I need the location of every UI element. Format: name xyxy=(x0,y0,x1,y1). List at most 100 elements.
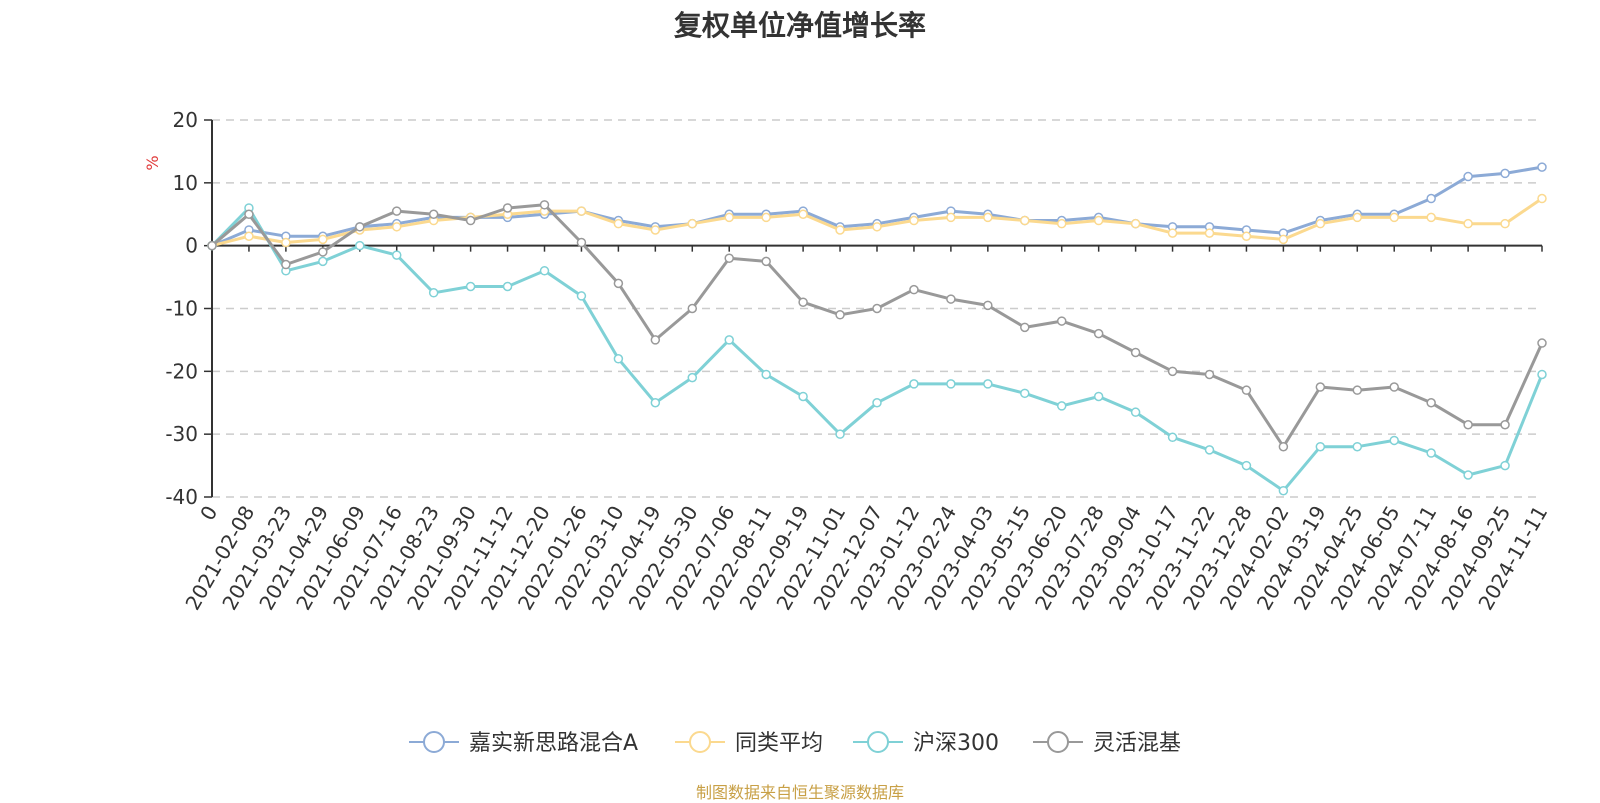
data-point xyxy=(1463,218,1473,229)
data-point xyxy=(502,203,513,213)
data-point xyxy=(687,372,698,383)
data-point xyxy=(1130,347,1141,358)
data-point xyxy=(428,288,439,298)
data-point xyxy=(872,398,882,408)
data-point xyxy=(650,335,661,345)
data-point xyxy=(1389,382,1399,392)
data-point xyxy=(539,266,550,276)
data-point xyxy=(1278,485,1289,496)
data-point xyxy=(1500,218,1510,229)
legend-label: 灵活混基 xyxy=(1093,731,1181,756)
data-point xyxy=(687,303,698,314)
legend-marker xyxy=(689,731,711,753)
data-point xyxy=(1241,231,1252,241)
data-point xyxy=(1278,234,1289,245)
data-point xyxy=(576,206,587,216)
data-point xyxy=(872,303,882,314)
data-point xyxy=(502,281,513,292)
legend-label: 嘉实新思路混合A xyxy=(469,731,638,756)
data-point xyxy=(983,212,993,223)
x-tick-label: 0 xyxy=(195,502,222,525)
series-lines xyxy=(207,162,1547,496)
data-point xyxy=(650,398,661,408)
series-line xyxy=(210,165,1544,248)
data-point xyxy=(281,259,291,270)
series-line xyxy=(210,203,1544,449)
data-point xyxy=(1056,218,1067,229)
data-point xyxy=(1463,470,1473,480)
data-point xyxy=(761,369,771,380)
data-point xyxy=(1167,432,1178,443)
data-point xyxy=(909,215,919,226)
y-tick-label: 10 xyxy=(173,171,198,195)
data-point xyxy=(1463,419,1473,430)
data-point xyxy=(1056,316,1067,326)
data-point xyxy=(391,250,402,260)
data-point xyxy=(983,379,993,389)
data-point xyxy=(1020,322,1030,333)
data-point xyxy=(1315,382,1326,392)
data-point xyxy=(1315,218,1326,229)
data-point xyxy=(1426,212,1436,223)
data-point xyxy=(946,294,956,304)
data-point xyxy=(613,354,624,364)
data-point xyxy=(355,240,365,251)
data-point xyxy=(1537,338,1547,348)
data-point xyxy=(1537,369,1547,380)
data-point xyxy=(983,300,993,311)
data-point xyxy=(1020,215,1030,226)
data-point xyxy=(576,237,587,248)
y-tick-label: 20 xyxy=(173,108,198,132)
data-point xyxy=(1500,419,1510,430)
data-point xyxy=(1167,366,1178,377)
data-point xyxy=(946,379,956,389)
data-point xyxy=(1537,162,1547,172)
data-point xyxy=(1130,407,1141,417)
data-point xyxy=(1426,448,1436,458)
legend-label: 同类平均 xyxy=(735,731,823,756)
data-point xyxy=(798,297,808,307)
data-point xyxy=(1389,212,1399,223)
y-tick-label: 0 xyxy=(185,234,198,258)
data-point xyxy=(613,278,624,289)
data-point xyxy=(835,429,845,439)
data-point xyxy=(761,256,771,267)
data-point xyxy=(1500,460,1510,471)
data-point xyxy=(1500,168,1510,179)
data-point xyxy=(835,310,845,320)
data-point xyxy=(909,284,919,295)
data-point xyxy=(318,247,328,257)
data-point xyxy=(798,391,808,402)
data-point xyxy=(1204,369,1215,380)
data-point xyxy=(318,234,328,245)
data-point xyxy=(724,335,734,345)
data-point xyxy=(576,291,587,301)
y-tick-label: -10 xyxy=(165,297,198,321)
data-point xyxy=(798,209,808,219)
data-point xyxy=(1093,328,1104,339)
data-point xyxy=(835,225,845,235)
data-point xyxy=(465,281,476,292)
legend: 嘉实新思路混合A 同类平均 沪深300 灵活混基 xyxy=(409,731,1181,756)
data-point xyxy=(1352,212,1363,223)
data-point xyxy=(1241,385,1252,395)
data-point xyxy=(687,218,698,229)
data-point xyxy=(872,222,882,232)
data-point xyxy=(1352,385,1363,395)
data-point xyxy=(1020,388,1030,399)
data-point xyxy=(1463,171,1473,182)
data-point xyxy=(1537,193,1547,204)
data-point xyxy=(613,218,624,229)
data-point xyxy=(761,212,771,223)
legend-marker xyxy=(867,731,889,753)
y-tick-label: -30 xyxy=(165,422,198,446)
y-axis-title: % xyxy=(143,155,162,170)
data-point xyxy=(244,231,254,241)
data-point xyxy=(207,240,217,251)
data-point xyxy=(1352,441,1363,452)
data-point xyxy=(391,206,402,216)
data-point xyxy=(724,253,734,263)
data-point xyxy=(1167,228,1178,238)
data-point xyxy=(355,222,365,232)
